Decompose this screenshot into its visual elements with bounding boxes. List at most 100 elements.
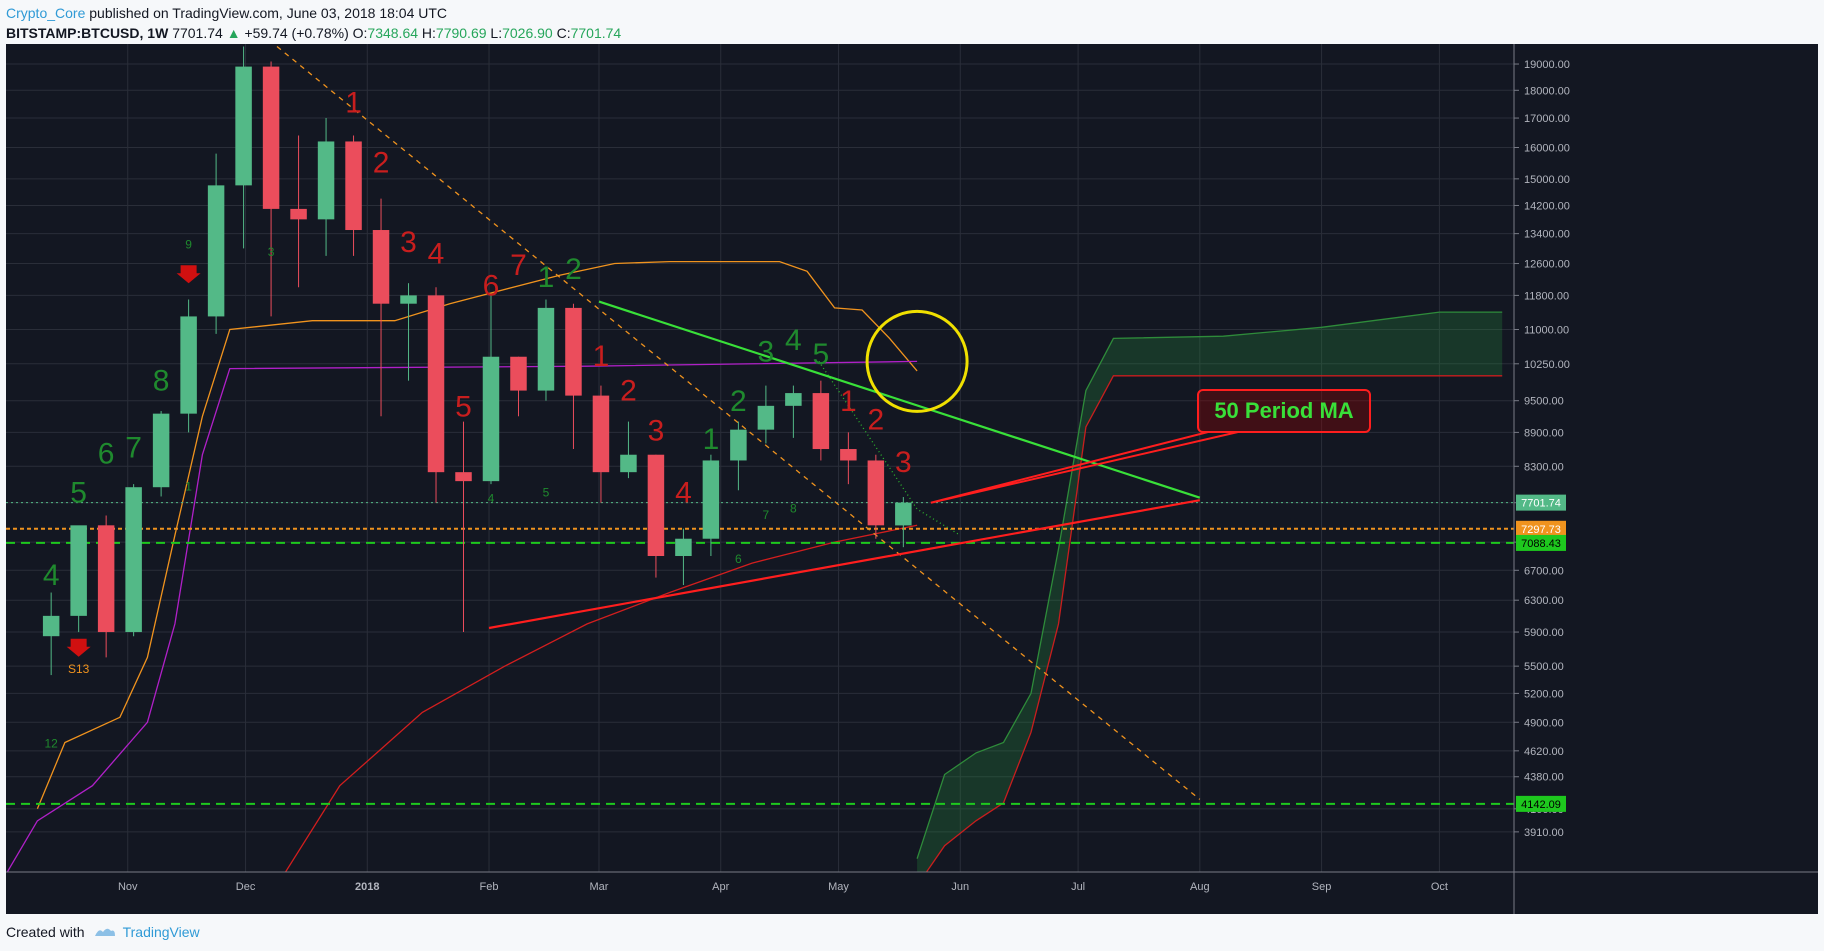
candle-body: [290, 208, 307, 220]
candle: [345, 135, 362, 256]
y-tick-label: 16000.00: [1524, 142, 1570, 154]
y-tick-label: 11800.00: [1524, 290, 1569, 302]
ichimoku-cloud: [917, 312, 1503, 872]
td-count-label: 6: [483, 269, 500, 302]
candle: [730, 421, 747, 491]
candle-body: [235, 66, 252, 186]
td-count-label: 1: [185, 479, 192, 493]
y-tick-label: 4620.00: [1524, 746, 1564, 758]
candle-body: [482, 356, 500, 482]
candle-body: [400, 295, 417, 304]
x-tick-label: 2018: [355, 881, 379, 893]
candle: [785, 385, 802, 438]
candle-body: [345, 141, 362, 231]
price-tag-bg: [1516, 795, 1566, 812]
candle: [235, 46, 252, 249]
candle-body: [702, 460, 720, 539]
candle: [757, 385, 775, 444]
candle: [867, 454, 885, 539]
candle-body: [510, 356, 527, 391]
candle-body: [317, 141, 335, 220]
candle: [592, 385, 610, 503]
candle: [840, 432, 857, 485]
td-count-label: 3: [895, 446, 912, 479]
candle-body: [840, 449, 857, 461]
y-tick-label: 4900.00: [1524, 717, 1564, 729]
down-arrow-icon: [66, 638, 91, 657]
x-tick-label: Apr: [712, 881, 729, 893]
td-count-label: 2: [730, 385, 747, 418]
chart-background: [6, 44, 1818, 914]
price-change: +59.74 (+0.78%): [244, 25, 349, 41]
td-count-label: 1: [538, 261, 555, 294]
candle: [400, 283, 417, 381]
y-tick-label: 9500.00: [1524, 396, 1564, 408]
x-tick-label: Oct: [1431, 881, 1448, 893]
candle: [180, 299, 197, 433]
candle: [317, 118, 335, 256]
candle-body: [125, 487, 142, 633]
td-count-label: 5: [70, 477, 87, 510]
y-tick-label: 8300.00: [1524, 461, 1564, 473]
td-count-label: 4: [428, 238, 445, 271]
y-tick-label: 5200.00: [1524, 688, 1564, 700]
callout-label: 50 Period MA: [1214, 398, 1353, 423]
y-tick-label: 19000.00: [1524, 59, 1570, 71]
candle-body: [152, 413, 170, 488]
candle: [70, 525, 87, 633]
candle-body: [42, 615, 60, 637]
candle: [290, 135, 307, 288]
td-count-label: 3: [400, 226, 417, 259]
tradingview-logo-icon: [94, 928, 115, 936]
candle: [510, 356, 527, 417]
y-tick-label: 11000.00: [1524, 324, 1569, 336]
y-tick-label: 10250.00: [1524, 359, 1570, 371]
y-tick-label: 14200.00: [1524, 200, 1570, 212]
ohlc-values: O:7348.64 H:7790.69 L:7026.90 C:7701.74: [352, 25, 622, 41]
publish-info: published on TradingView.com, June 03, 2…: [89, 5, 448, 21]
y-tick-label: 5500.00: [1524, 661, 1564, 673]
candle: [152, 411, 170, 497]
y-tick-label: 4380.00: [1524, 772, 1564, 784]
dashed-downtrend-line: [276, 45, 1201, 800]
candle: [455, 421, 472, 633]
candle-body: [180, 316, 197, 414]
tradingview-link[interactable]: TradingView: [93, 924, 200, 940]
created-with-label: Created with: [6, 924, 85, 940]
td-count-label: 3: [758, 335, 775, 368]
td-count-label: 1: [840, 385, 857, 418]
x-tick-label: Nov: [118, 881, 138, 893]
last-price: 7701.74: [172, 25, 223, 41]
td-count-label: 4: [488, 492, 495, 506]
candle-body: [647, 454, 665, 557]
y-tick-label: 3910.00: [1524, 827, 1564, 839]
y-tick-label: 18000.00: [1524, 85, 1570, 97]
price-tag-bg: [1516, 534, 1566, 551]
candle-body: [372, 230, 390, 304]
td-count-label: 8: [790, 501, 797, 515]
candle-body: [592, 395, 610, 473]
candle-body: [867, 460, 885, 526]
candle-body: [455, 472, 472, 482]
candle: [427, 287, 445, 503]
red-trend-line: [488, 499, 1200, 630]
td-count-label: 2: [868, 404, 885, 437]
author-link[interactable]: Crypto_Core: [6, 5, 86, 21]
purple-band-line: [6, 360, 918, 872]
y-tick-label: 13400.00: [1524, 229, 1570, 241]
candle-body: [675, 538, 692, 557]
td-count-label: 2: [373, 146, 390, 179]
candle-body: [97, 525, 115, 633]
td-count-label: 8: [153, 365, 170, 398]
td-count-label: 3: [268, 245, 275, 259]
candle-body: [427, 295, 445, 473]
y-tick-label: 12600.00: [1524, 259, 1570, 271]
candle: [565, 303, 582, 450]
candle-body: [565, 307, 582, 396]
y-tick-label: 15000.00: [1524, 174, 1570, 186]
chart-footer: Created with TradingView: [6, 924, 200, 940]
price-tag-label: 7088.43: [1521, 538, 1561, 550]
candle-body: [70, 525, 87, 616]
